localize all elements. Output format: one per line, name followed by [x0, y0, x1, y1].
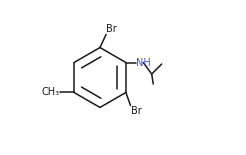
- Text: Br: Br: [107, 24, 117, 34]
- Text: Br: Br: [131, 106, 141, 116]
- Text: NH: NH: [136, 58, 151, 68]
- Text: CH₃: CH₃: [42, 87, 60, 97]
